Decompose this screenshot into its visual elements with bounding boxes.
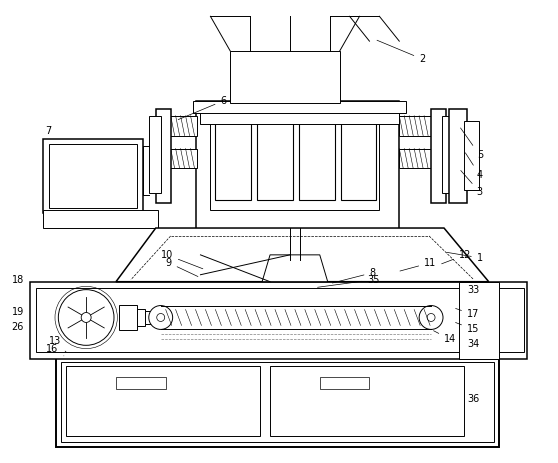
Bar	[210, 116, 379, 210]
Bar	[200, 109, 400, 124]
Text: 12: 12	[441, 250, 472, 264]
Circle shape	[427, 313, 435, 321]
Bar	[50, 144, 137, 208]
Text: 26: 26	[12, 322, 24, 332]
Bar	[119, 305, 137, 331]
Text: 14: 14	[434, 331, 456, 344]
Bar	[44, 138, 143, 213]
Text: 4: 4	[465, 153, 483, 181]
Text: 15: 15	[455, 323, 479, 334]
Text: 11: 11	[400, 258, 436, 271]
Circle shape	[81, 313, 91, 322]
Bar	[30, 282, 527, 359]
Circle shape	[157, 313, 165, 321]
Bar	[156, 109, 171, 203]
Text: 8: 8	[333, 268, 376, 283]
Text: 16: 16	[46, 344, 64, 356]
Bar	[195, 101, 400, 230]
Bar	[166, 149, 198, 169]
Bar	[299, 121, 335, 200]
Text: 17: 17	[455, 308, 479, 319]
Bar	[166, 116, 198, 136]
Bar	[449, 109, 467, 203]
Text: 5: 5	[460, 128, 483, 161]
Text: 9: 9	[166, 258, 198, 276]
Bar	[193, 101, 406, 113]
Bar	[400, 116, 431, 136]
Bar	[431, 109, 446, 203]
Text: 10: 10	[161, 250, 203, 269]
Text: 1: 1	[447, 252, 483, 263]
Bar	[137, 308, 145, 326]
Text: 13: 13	[50, 336, 66, 352]
Text: 19: 19	[12, 307, 24, 317]
Text: 36: 36	[467, 394, 479, 404]
Bar	[36, 288, 523, 352]
Polygon shape	[116, 228, 489, 282]
Bar	[56, 357, 499, 447]
Circle shape	[419, 306, 443, 329]
Bar	[230, 51, 340, 103]
Bar	[257, 121, 293, 200]
Text: 18: 18	[12, 275, 24, 285]
Polygon shape	[262, 255, 328, 282]
Bar	[116, 377, 166, 389]
Bar	[145, 311, 151, 325]
Bar	[61, 362, 494, 442]
Text: 6: 6	[178, 96, 227, 119]
Text: 3: 3	[461, 170, 483, 197]
Bar	[442, 116, 454, 193]
Circle shape	[149, 306, 172, 329]
Bar	[66, 366, 260, 436]
Bar	[149, 116, 161, 193]
Text: 7: 7	[45, 125, 52, 136]
Text: 34: 34	[467, 339, 479, 349]
Text: 35: 35	[318, 275, 380, 287]
Bar	[320, 377, 369, 389]
Bar	[270, 366, 464, 436]
Bar	[464, 121, 479, 190]
Bar	[215, 121, 251, 200]
Bar	[459, 282, 499, 359]
Bar	[340, 121, 377, 200]
Text: 2: 2	[377, 40, 425, 64]
Bar	[44, 210, 158, 228]
Bar	[400, 149, 431, 169]
Text: 33: 33	[467, 285, 479, 294]
Circle shape	[59, 290, 114, 345]
